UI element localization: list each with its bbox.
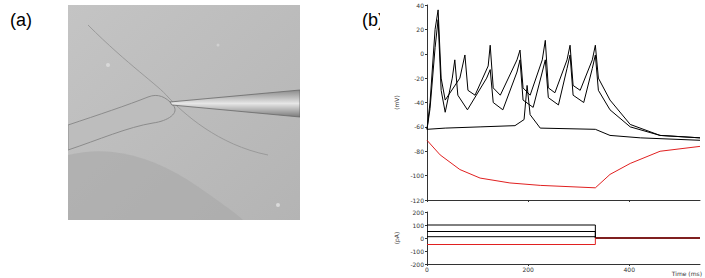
svg-text:-100: -100 (410, 172, 424, 179)
svg-text:200: 200 (413, 209, 425, 216)
svg-text:(pA): (pA) (393, 232, 401, 245)
svg-text:-100: -100 (410, 248, 424, 255)
svg-text:0: 0 (420, 50, 424, 57)
svg-text:40: 40 (416, 2, 424, 9)
svg-text:-60: -60 (414, 123, 424, 130)
svg-text:-40: -40 (414, 99, 424, 106)
svg-text:(mV): (mV) (393, 95, 400, 110)
svg-text:0: 0 (420, 235, 424, 242)
svg-text:400: 400 (623, 266, 635, 273)
svg-text:20: 20 (416, 26, 424, 33)
svg-text:0: 0 (425, 266, 429, 273)
svg-text:-20: -20 (414, 75, 424, 82)
svg-text:100: 100 (413, 222, 425, 229)
svg-text:-120: -120 (410, 197, 424, 204)
svg-text:-80: -80 (414, 148, 424, 155)
svg-text:200: 200 (522, 266, 534, 273)
svg-text:Time (ms): Time (ms) (671, 270, 702, 277)
html-text:(a): (a) (10, 10, 32, 30)
svg-text:-200: -200 (410, 261, 424, 268)
html-text:(b): (b) (362, 10, 384, 30)
